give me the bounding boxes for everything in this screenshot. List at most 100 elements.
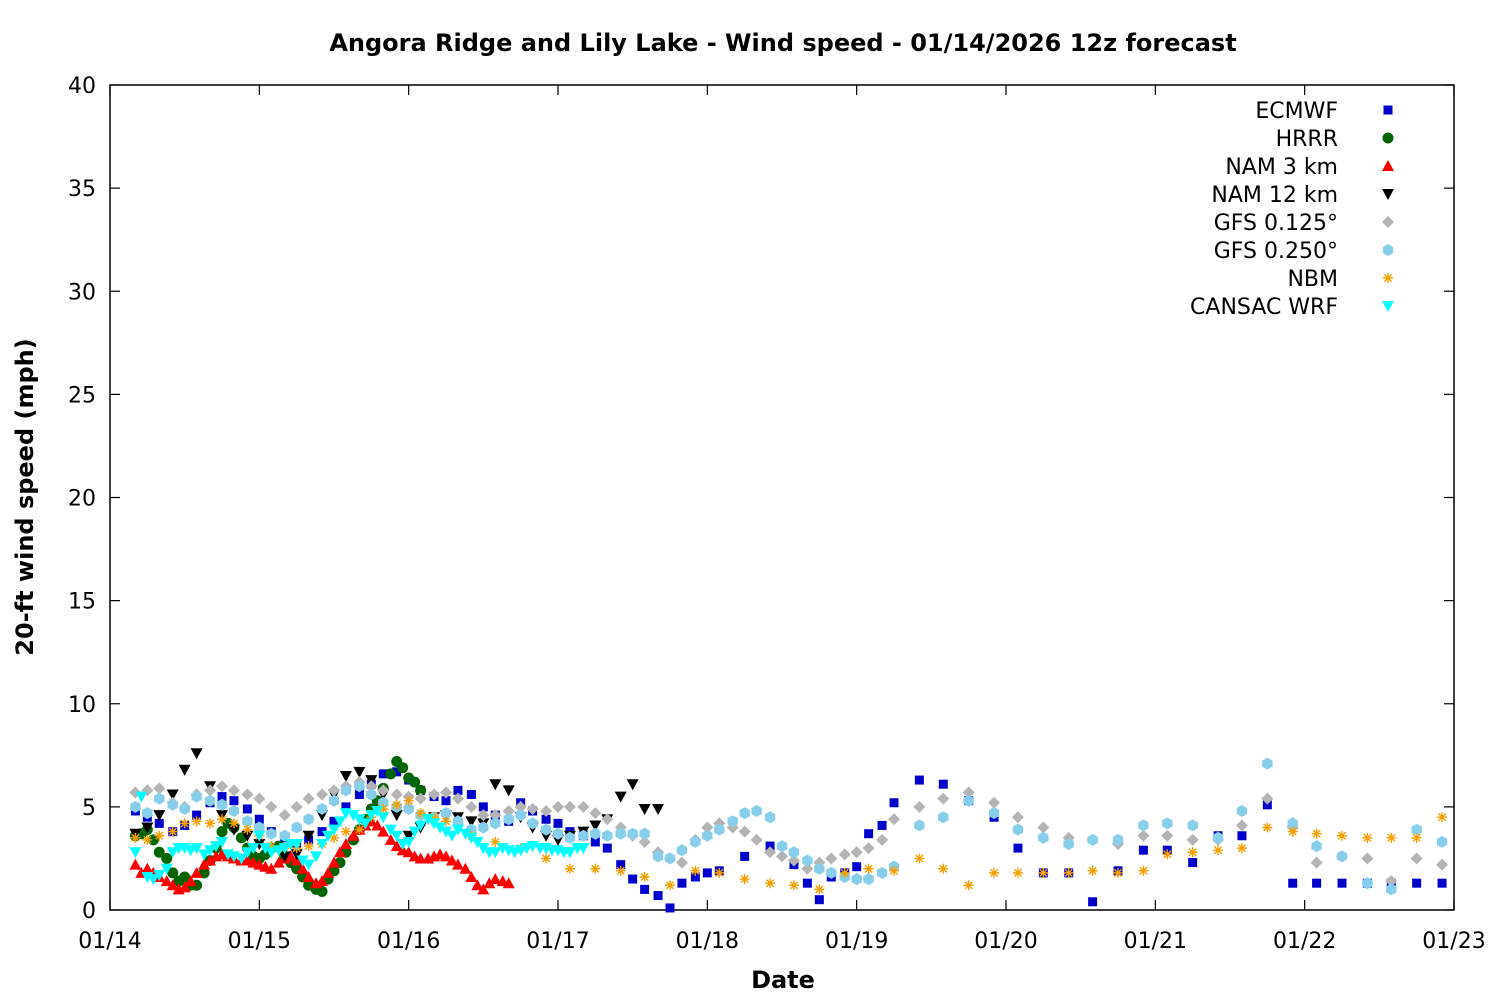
data-point-cansac-wrf — [198, 849, 211, 861]
data-point-gfs-0-250 — [938, 811, 949, 824]
data-point-nbm — [1437, 812, 1448, 823]
data-point-gfs-0-250 — [204, 794, 216, 807]
series-cansac-wrf — [129, 791, 590, 886]
data-point-cansac-wrf — [563, 847, 576, 859]
legend-marker — [1382, 189, 1394, 200]
data-point-gfs-0-125 — [428, 788, 441, 801]
chart-title: Angora Ridge and Lily Lake - Wind speed … — [329, 29, 1236, 57]
data-point-cansac-wrf — [451, 824, 464, 836]
data-point-gfs-0-250 — [676, 844, 688, 857]
data-point-nbm — [1038, 867, 1049, 878]
data-point-cansac-wrf — [310, 851, 323, 863]
data-point-ecmwf — [602, 843, 612, 853]
data-point-nbm — [403, 795, 414, 806]
data-point-cansac-wrf — [402, 836, 415, 848]
data-point-nbm — [1187, 847, 1198, 858]
data-point-ecmwf — [1288, 878, 1298, 888]
data-point-cansac-wrf — [328, 824, 340, 836]
data-point-nbm — [989, 867, 1000, 878]
data-point-nbm — [441, 816, 451, 827]
data-point-gfs-0-125 — [1361, 852, 1374, 865]
data-point-ecmwf — [653, 891, 663, 901]
data-point-ecmwf — [453, 785, 463, 795]
data-point-gfs-0-250 — [1138, 819, 1149, 832]
data-point-gfs-0-250 — [452, 815, 464, 828]
data-point-gfs-0-125 — [638, 835, 651, 848]
data-point-nbm — [130, 832, 141, 843]
data-point-cansac-wrf — [408, 826, 421, 838]
data-point-cansac-wrf — [259, 843, 272, 855]
data-point-ecmwf — [1412, 878, 1422, 888]
data-point-gfs-0-250 — [167, 798, 178, 811]
data-point-gfs-0-250 — [154, 792, 165, 805]
data-point-nbm — [963, 880, 974, 891]
data-point-hrrr — [415, 784, 427, 796]
data-point-gfs-0-250 — [664, 852, 676, 865]
y-tick-label: 25 — [68, 383, 96, 408]
data-point-gfs-0-125 — [962, 786, 975, 799]
data-point-cansac-wrf — [422, 814, 435, 826]
data-point-cansac-wrf — [247, 843, 260, 855]
data-point-gfs-0-250 — [963, 794, 974, 807]
data-point-cansac-wrf — [160, 863, 173, 875]
data-point-gfs-0-250 — [490, 817, 501, 830]
data-point-ecmwf — [665, 903, 675, 913]
data-point-nbm — [590, 863, 601, 874]
data-point-gfs-0-125 — [1385, 875, 1398, 888]
data-point-gfs-0-250 — [714, 823, 725, 836]
data-point-gfs-0-250 — [279, 829, 290, 842]
data-point-ecmwf — [1437, 878, 1447, 888]
data-point-gfs-0-250 — [527, 817, 538, 830]
data-point-nbm — [154, 830, 165, 841]
data-point-cansac-wrf — [371, 806, 384, 817]
data-point-cansac-wrf — [428, 818, 441, 830]
data-point-gfs-0-125 — [913, 800, 926, 813]
data-point-gfs-0-250 — [1212, 831, 1224, 844]
data-point-nbm — [1162, 849, 1173, 860]
data-point-gfs-0-250 — [179, 802, 190, 815]
data-point-gfs-0-125 — [787, 854, 800, 867]
data-point-gfs-0-250 — [540, 823, 552, 836]
data-point-gfs-0-250 — [1187, 819, 1198, 832]
data-point-nbm — [1113, 867, 1123, 878]
data-point-nam-3-km — [471, 879, 484, 891]
data-point-cansac-wrf — [440, 826, 452, 838]
data-point-hrrr — [167, 867, 179, 879]
data-point-gfs-0-250 — [1162, 817, 1173, 830]
data-point-gfs-0-250 — [303, 813, 314, 826]
data-point-gfs-0-250 — [590, 827, 601, 840]
data-point-gfs-0-250 — [727, 815, 738, 828]
data-point-ecmwf — [590, 837, 600, 847]
data-point-nbm — [690, 865, 701, 876]
data-point-nbm — [541, 853, 552, 864]
data-point-gfs-0-125 — [888, 813, 900, 826]
data-point-ecmwf — [1088, 897, 1098, 907]
data-point-nam-3-km — [328, 856, 340, 868]
data-point-cansac-wrf — [166, 847, 179, 859]
data-point-nam-12-km — [153, 810, 166, 822]
data-point-ecmwf — [938, 779, 948, 789]
data-point-gfs-0-250 — [1386, 883, 1397, 896]
data-point-nbm — [1386, 832, 1397, 843]
data-point-gfs-0-125 — [227, 784, 240, 797]
legend-marker — [1382, 244, 1394, 256]
data-point-ecmwf — [1138, 845, 1148, 855]
data-point-ecmwf — [877, 820, 887, 830]
legend-marker — [1382, 132, 1394, 144]
data-point-gfs-0-250 — [602, 829, 613, 842]
x-axis: 01/14 01/15 01/16 01/17 01/18 01/19 01/20 01/21… — [78, 85, 1486, 954]
data-point-cansac-wrf — [459, 828, 472, 840]
data-point-ecmwf — [378, 769, 388, 779]
data-point-ecmwf — [553, 818, 563, 828]
data-point-nam-12-km — [402, 830, 415, 842]
data-point-gfs-0-125 — [241, 788, 254, 801]
data-point-gfs-0-250 — [1087, 833, 1098, 846]
data-point-cansac-wrf — [302, 859, 315, 871]
data-point-nbm — [1087, 865, 1098, 876]
data-point-gfs-0-125 — [302, 792, 315, 805]
data-point-nbm — [788, 880, 799, 891]
data-point-gfs-0-250 — [142, 807, 153, 820]
data-point-gfs-0-125 — [1011, 811, 1024, 824]
data-point-ecmwf — [702, 868, 712, 878]
